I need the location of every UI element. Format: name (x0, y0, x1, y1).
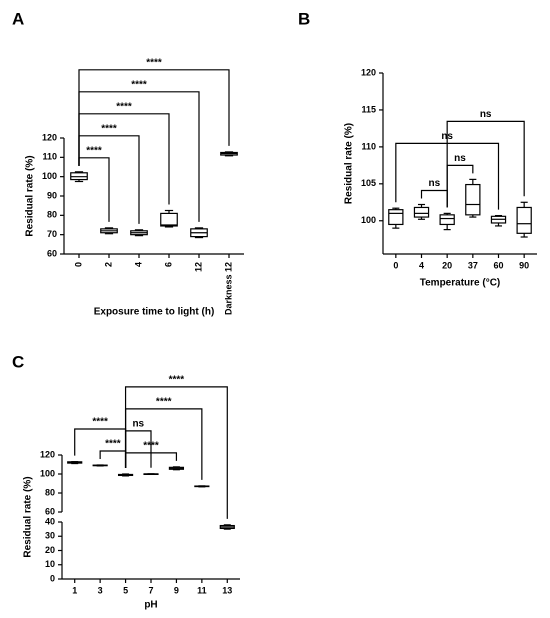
y-tick-label: 80 (47, 210, 57, 220)
panel-label: A (12, 9, 24, 28)
y-tick-label: 100 (40, 468, 55, 478)
y-tick-label: 10 (45, 559, 55, 569)
x-tick-label: 0 (393, 260, 398, 270)
x-tick-label: 90 (519, 260, 529, 270)
x-tick-label: 11 (197, 585, 207, 595)
significance-label: **** (131, 79, 147, 90)
significance-label: **** (146, 57, 162, 68)
y-tick-label: 100 (42, 171, 57, 181)
significance-label: **** (169, 375, 185, 386)
x-tick-label: 13 (222, 585, 232, 595)
y-tick-label: 60 (45, 506, 55, 516)
y-tick-label: 110 (361, 141, 376, 151)
y-tick-label: 100 (361, 215, 376, 225)
x-tick-label: 4 (133, 262, 143, 267)
x-tick-label: 4 (419, 260, 424, 270)
y-tick-label: 120 (361, 67, 376, 77)
x-tick-label: 7 (148, 585, 153, 595)
x-tick-label: 6 (163, 262, 173, 267)
y-axis-label: Residual rate (%) (344, 123, 355, 204)
panel-label: B (298, 9, 310, 28)
y-tick-label: 60 (47, 248, 57, 258)
significance-label: **** (105, 439, 121, 450)
box (465, 183, 481, 216)
y-tick-label: 70 (47, 229, 57, 239)
significance-bracket (420, 189, 448, 208)
x-tick-label: 12 (193, 262, 203, 272)
significance-bracket (124, 386, 228, 519)
x-tick-label: 2 (103, 262, 113, 267)
x-tick-label: 20 (442, 260, 452, 270)
y-tick-label: 120 (40, 449, 55, 459)
x-tick-label: 5 (123, 585, 128, 595)
y-tick-label: 30 (45, 531, 55, 541)
x-axis-label: pH (144, 600, 157, 611)
significance-bracket (78, 113, 170, 205)
x-tick-label: 37 (468, 260, 478, 270)
significance-label: ns (132, 419, 144, 430)
significance-label: ns (428, 178, 440, 189)
x-tick-label: 60 (493, 260, 503, 270)
box (413, 206, 430, 218)
significance-bracket (78, 69, 230, 166)
y-tick-label: 90 (47, 190, 57, 200)
box (160, 212, 178, 227)
y-tick-label: 110 (42, 152, 57, 162)
box (439, 214, 455, 226)
y-tick-label: 80 (45, 487, 55, 497)
significance-label: **** (92, 417, 108, 428)
panel-label: C (12, 352, 24, 371)
x-tick-label: 0 (73, 262, 83, 267)
significance-label: **** (156, 397, 172, 408)
y-tick-label: 115 (361, 104, 376, 114)
significance-label: ns (480, 109, 492, 120)
x-tick-label: 3 (98, 585, 103, 595)
y-axis-label: Residual rate (%) (23, 476, 34, 557)
significance-bracket (78, 157, 110, 222)
y-tick-label: 40 (45, 516, 55, 526)
x-tick-label: 1 (72, 585, 77, 595)
x-axis-label: Exposure time to light (h) (94, 307, 215, 318)
significance-label: **** (116, 101, 132, 112)
box (388, 209, 404, 226)
y-tick-label: 20 (45, 545, 55, 555)
y-tick-label: 0 (50, 573, 55, 583)
y-tick-label: 105 (361, 178, 376, 188)
y-tick-label: 120 (42, 132, 57, 142)
x-tick-label: 9 (174, 585, 179, 595)
y-axis-label: Residual rate (%) (25, 155, 36, 236)
significance-label: ns (454, 153, 466, 164)
x-tick-label: Darkness 12 (223, 262, 233, 315)
significance-label: **** (101, 123, 117, 134)
x-axis-label: Temperature (°C) (420, 278, 501, 289)
significance-bracket (446, 120, 525, 208)
significance-label: **** (86, 145, 102, 156)
box (516, 206, 532, 234)
